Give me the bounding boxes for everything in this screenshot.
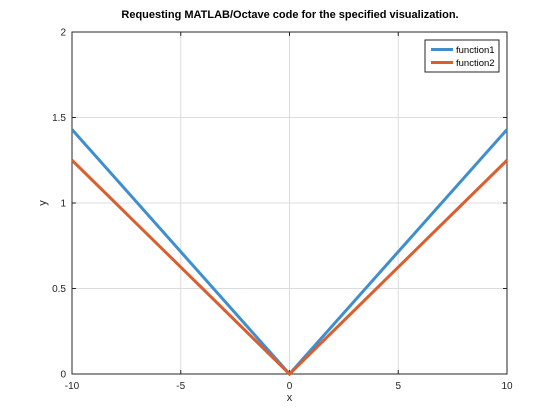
x-tick-label: -5 — [176, 381, 185, 392]
legend-label-function2: function2 — [456, 58, 495, 69]
legend: function1 function2 — [424, 39, 500, 73]
chart-title: Requesting MATLAB/Octave code for the sp… — [121, 9, 458, 21]
y-tick-label: 2 — [60, 28, 66, 39]
y-tick-label: 1 — [60, 199, 66, 210]
x-tick-label: 5 — [395, 381, 401, 392]
y-axis-label: y — [37, 200, 49, 206]
x-tick-label: 0 — [287, 381, 293, 392]
legend-label-function1: function1 — [456, 45, 495, 56]
x-tick-label: -10 — [65, 381, 80, 392]
legend-box — [424, 39, 500, 73]
y-axis: 0 0.5 1 1.5 2 — [52, 28, 507, 381]
series-lines — [70, 128, 509, 377]
x-tick-label: 10 — [501, 381, 513, 392]
y-tick-label: 0.5 — [52, 284, 66, 295]
y-tick-label: 1.5 — [52, 113, 66, 124]
x-axis: -10 -5 0 5 10 — [65, 32, 513, 392]
y-tick-label: 0 — [60, 370, 66, 381]
series-line-function2 — [70, 159, 509, 377]
grid — [72, 32, 507, 374]
x-axis-label: x — [287, 392, 293, 404]
